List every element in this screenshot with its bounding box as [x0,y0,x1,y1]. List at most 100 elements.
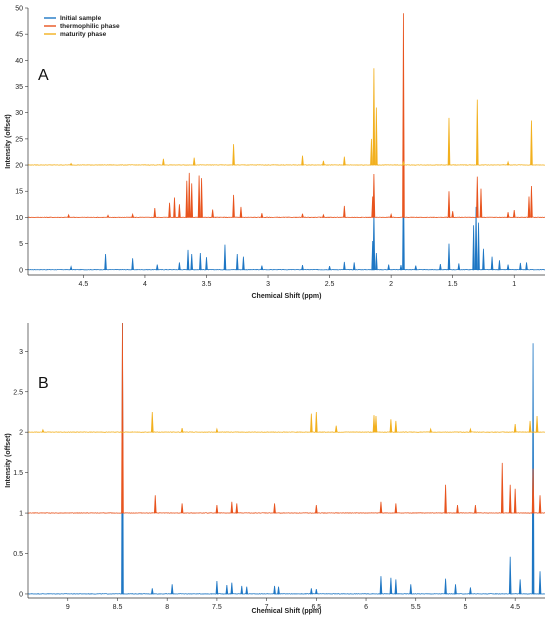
spectral-peak [277,586,280,595]
spectral-peak [301,155,304,166]
x-tick-label: 5.5 [411,604,421,611]
spectral-peak [200,178,203,218]
x-tick-label: 9 [66,604,70,611]
spectral-peak [186,249,190,270]
spectral-peak [190,254,194,270]
legend-label: thermophilic phase [60,23,120,30]
spectral-peak [328,266,331,270]
spectral-peak [527,196,531,218]
panel-a: A4.5 4 3.5 3 2.5 2 1.5 105101520253035404550Che… [5,6,546,300]
x-tick-label: 6.5 [311,604,321,611]
spectral-peak [538,495,542,514]
spectral-peak [242,256,245,270]
x-tick-label: 3 [266,281,270,288]
spectral-peak [394,420,398,433]
x-tick-label: 7 [265,604,269,611]
spectral-peak [506,264,510,270]
y-tick-label: 25 [15,136,23,143]
spectral-peak [343,261,346,270]
spectral-peak [315,411,318,433]
spectral-peak [245,586,249,595]
spectral-peak [372,68,376,166]
spectral-peak [506,212,510,218]
y-tick-label: 40 [15,58,23,65]
spectral-peak [379,576,383,594]
spectral-peak [180,503,184,514]
spectral-peak [508,556,512,594]
spectral-peak [131,258,134,270]
spectral-peak [211,209,214,218]
spectral-peak [192,157,196,166]
y-tick-label: 3 [19,349,23,356]
spectral-peak [513,424,517,433]
x-tick-label: 4.5 [510,604,520,611]
spectral-peak [402,13,405,218]
spectral-peak [150,411,154,433]
spectral-peak [343,205,346,218]
spectral-peak [180,428,184,433]
spectral-peak [230,501,234,514]
y-axis-title: Intensity (offset) [5,433,12,487]
spectral-peak [223,244,227,270]
spectral-peak [301,213,304,218]
series-maturity-phase [27,68,546,166]
y-tick-label: 0.5 [13,551,23,558]
x-tick-label: 8.5 [113,604,123,611]
spectral-peak [41,428,45,433]
spectral-peak [343,156,346,166]
spectral-peak [482,248,485,270]
spectral-peak [190,183,194,218]
spectral-peak [106,214,110,218]
spectral-peak [322,160,325,166]
spectral-peak [409,584,413,594]
spectral-peak [451,211,454,218]
spectral-peak [506,160,510,166]
spectral-peak [472,225,475,270]
spectral-peak [498,260,501,270]
x-tick-label: 3.5 [202,281,212,288]
spectral-peak [215,504,219,514]
spectral-peak [530,120,533,166]
spectral-peak [444,578,447,594]
spectral-peak [153,495,157,514]
y-tick-label: 1 [19,511,23,518]
spectral-peak [389,212,393,218]
spectral-peak [439,263,442,270]
spectral-peak [131,212,134,218]
series-thermophilic-phase [27,322,546,514]
y-tick-label: 50 [15,6,23,13]
spectral-peak [372,415,376,433]
spectral-peak [525,262,528,270]
spectral-peak [469,427,472,433]
spectral-peak [104,254,107,270]
spectral-peak [456,504,459,514]
spectral-peak [225,585,229,594]
spectral-peak [315,589,318,595]
spectral-peak [215,580,219,594]
y-tick-label: 15 [15,189,23,196]
spectral-peak [469,587,472,595]
spectral-peak [322,213,325,218]
spectral-peak [447,117,451,166]
spectral-peak [273,585,276,595]
spectral-peak [379,501,383,514]
spectral-peak [185,180,189,218]
y-tick-label: 5 [19,241,23,248]
x-tick-label: 1.5 [448,281,458,288]
y-tick-label: 10 [15,215,23,222]
spectral-peak [372,173,376,218]
y-tick-label: 0 [19,591,23,598]
spectral-peak [479,188,483,218]
spectral-peak [429,427,432,433]
spectral-peak [260,265,264,270]
spectral-peak [457,263,461,270]
spectral-peak [399,264,403,270]
spectral-peak [444,484,447,514]
spectral-peak [474,206,478,270]
spectral-peak [475,99,479,166]
spectral-peak [69,265,73,270]
spectral-peak [235,254,239,270]
spectral-peak [375,107,378,166]
x-tick-label: 4.5 [79,281,89,288]
